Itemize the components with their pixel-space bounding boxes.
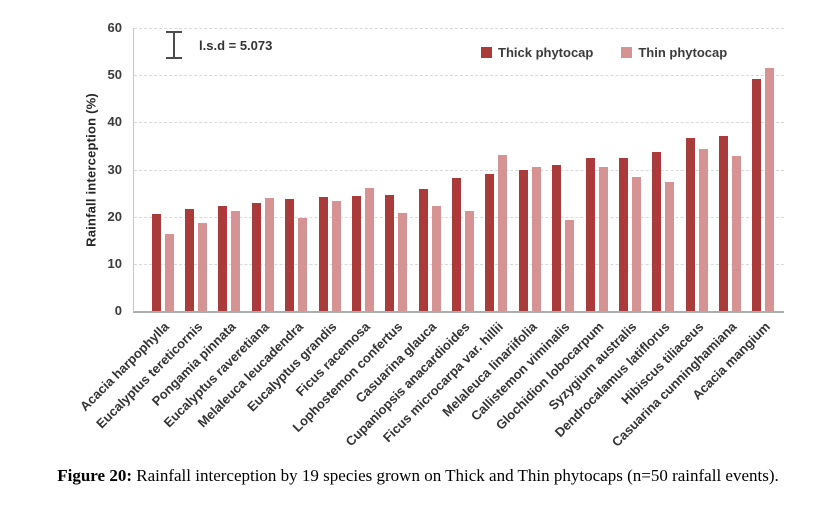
thin-bar-6 <box>331 200 341 311</box>
y-tick-label: 50 <box>107 67 122 83</box>
thin-bar-14 <box>598 167 608 311</box>
thick-bar-4 <box>251 202 261 311</box>
lsd-annotation: l.s.d = 5.073 <box>164 29 272 61</box>
thin-bar-5 <box>298 218 308 311</box>
thick-bar-11 <box>485 174 495 311</box>
bar-group <box>580 28 613 311</box>
thick-bar-17 <box>685 138 695 311</box>
thick-bar-3 <box>218 205 228 311</box>
thin-bar-2 <box>198 222 208 311</box>
gridline <box>134 169 784 171</box>
legend-label-thin: Thin phytocap <box>638 45 728 60</box>
x-axis-labels: Acacia harpophylla Eucalyptus tereticorni… <box>77 313 783 468</box>
thick-series-swatch <box>481 47 492 58</box>
bar-group <box>647 28 680 311</box>
y-tick-label: 10 <box>107 255 122 271</box>
thin-bar-18 <box>732 156 742 311</box>
lsd-text: l.s.d = 5.073 <box>199 37 273 53</box>
bar-group <box>346 28 379 311</box>
caption-text: Rainfall interception by 19 species grow… <box>131 466 779 485</box>
thin-bar-13 <box>565 220 575 311</box>
gridline <box>134 75 784 77</box>
gridline <box>134 122 784 124</box>
bar-group <box>680 28 713 311</box>
bar-group <box>380 28 413 311</box>
bar-group <box>613 28 646 311</box>
plot-area <box>133 28 784 313</box>
thick-bar-19 <box>752 78 762 311</box>
figure-number: Figure 20: <box>57 466 132 485</box>
thick-bar-14 <box>585 157 595 311</box>
legend-label-thick: Thick phytocap <box>498 45 594 60</box>
y-tick-label: 0 <box>114 303 122 318</box>
thin-bar-17 <box>698 148 708 311</box>
thick-bar-18 <box>719 136 729 311</box>
y-tick-label: 30 <box>107 161 122 177</box>
bar-group <box>413 28 446 311</box>
figure-caption: Figure 20: Rainfall interception by 19 s… <box>0 466 836 486</box>
gridline <box>134 28 784 29</box>
bar-group <box>146 28 179 311</box>
thin-series-swatch <box>621 47 633 58</box>
thick-bar-15 <box>618 158 628 311</box>
legend-item-thick: Thick phytocap <box>481 45 593 60</box>
bar-group <box>747 28 780 311</box>
bar-group <box>213 28 246 311</box>
thin-bar-8 <box>398 212 408 311</box>
bar-group <box>480 28 513 311</box>
bar-group <box>547 28 580 311</box>
bar-group <box>446 28 479 311</box>
bar-group <box>713 28 746 311</box>
legend-item-thin: Thin phytocap <box>621 45 727 60</box>
y-tick-label: 20 <box>107 208 122 224</box>
thin-bar-9 <box>431 206 441 311</box>
thin-bar-3 <box>231 211 241 311</box>
thin-bar-15 <box>631 177 641 311</box>
bar-group <box>513 28 546 311</box>
thick-bar-13 <box>552 164 562 311</box>
thin-bar-16 <box>665 181 675 311</box>
thick-bar-2 <box>185 208 195 311</box>
thick-bar-1 <box>151 214 161 311</box>
error-bar-icon <box>166 31 182 59</box>
bar-group <box>313 28 346 311</box>
y-tick-label: 40 <box>107 114 122 130</box>
thin-bar-4 <box>264 197 274 311</box>
thick-bar-6 <box>318 197 328 311</box>
thick-bar-7 <box>351 195 361 311</box>
thick-bar-10 <box>452 178 462 311</box>
thick-bar-8 <box>385 194 395 311</box>
bars-area <box>146 28 780 311</box>
thick-bar-5 <box>285 199 295 311</box>
bar-group <box>246 28 279 311</box>
thick-bar-12 <box>518 170 528 311</box>
thick-bar-16 <box>652 151 662 311</box>
thin-bar-12 <box>531 167 541 311</box>
thick-bar-9 <box>418 189 428 311</box>
thin-bar-1 <box>164 234 174 311</box>
y-axis-ticks: 0 10 20 30 40 50 60 <box>0 21 125 318</box>
y-tick-label: 60 <box>107 20 122 35</box>
thin-bar-11 <box>498 155 508 311</box>
thin-bar-10 <box>465 210 475 311</box>
thin-bar-19 <box>765 68 775 311</box>
bar-group <box>280 28 313 311</box>
bar-group <box>179 28 212 311</box>
thin-bar-7 <box>364 188 374 311</box>
legend: Thick phytocap Thin phytocap <box>481 45 727 60</box>
